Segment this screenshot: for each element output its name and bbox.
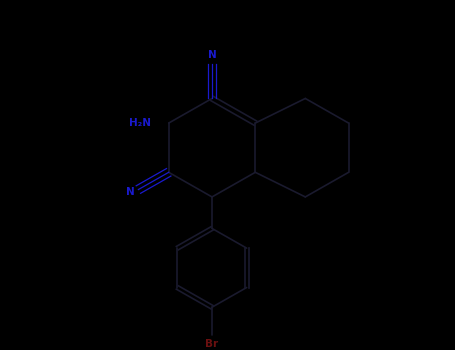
Text: H₂N: H₂N bbox=[129, 118, 151, 128]
Text: N: N bbox=[126, 187, 134, 196]
Text: Br: Br bbox=[206, 339, 218, 349]
Text: N: N bbox=[207, 50, 217, 60]
